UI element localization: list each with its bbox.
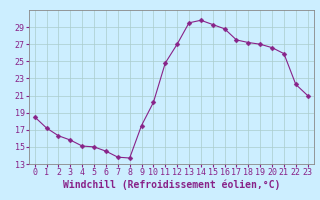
X-axis label: Windchill (Refroidissement éolien,°C): Windchill (Refroidissement éolien,°C)	[62, 180, 280, 190]
